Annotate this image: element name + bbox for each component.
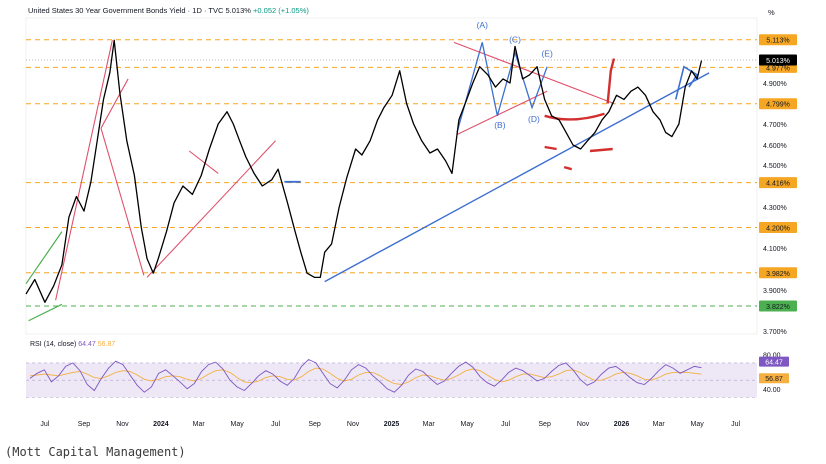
y-tick-label-4: 4.300% [763, 205, 787, 212]
red-dash-2 [563, 165, 573, 171]
level-label-box-2 [759, 98, 797, 110]
x-tick-label-18: Jul [731, 421, 740, 428]
last-price-label: 5.013% [766, 58, 790, 65]
y-tick-label-3: 4.500% [763, 163, 787, 170]
red-arrow-mark [606, 58, 616, 104]
wave-path [456, 42, 548, 133]
symbol-text: United States 30 Year Government Bonds Y… [28, 6, 224, 15]
last-value-text: 5.013% [225, 6, 251, 15]
last-price-box [759, 54, 797, 66]
level-label-box-5 [759, 267, 797, 279]
price-series-line [25, 39, 703, 303]
triangle-top-line [453, 41, 615, 105]
level-label-box-3 [759, 177, 797, 189]
change-text: +0.052 (+1.05%) [253, 6, 309, 15]
y-tick-label-6: 3.900% [763, 288, 787, 295]
rsi-tick-label-1: 40.00 [763, 387, 781, 394]
x-tick-label-1: Sep [78, 421, 91, 428]
x-tick-label-14: Nov [577, 421, 590, 428]
x-tick-label-5: May [230, 421, 244, 428]
x-tick-label-16: Mar [653, 421, 666, 428]
level-label-0: 5.113% [766, 38, 789, 45]
level-label-5: 3.982% [766, 271, 790, 278]
y-tick-label-1: 4.700% [763, 122, 787, 129]
level-label-1: 4.977% [766, 65, 790, 72]
red-trend-short [100, 78, 129, 129]
level-label-box-0 [759, 34, 797, 46]
percent-unit-label: % [768, 8, 775, 17]
x-tick-label-6: Jul [271, 421, 280, 428]
rsi-ma-tag: 56.87 [765, 376, 783, 383]
wave-label-4: (E) [541, 49, 553, 59]
red-trend-2024 [146, 140, 276, 278]
rsi-ma-value-text: 56.87 [97, 341, 116, 348]
x-tick-label-10: Mar [423, 421, 436, 428]
x-tick-label-2: Nov [116, 421, 129, 428]
rsi-header: RSI (14, close) 64.47 56.87 [30, 341, 115, 348]
wave-label-3: (D) [528, 114, 540, 124]
x-tick-label-12: Jul [501, 421, 510, 428]
source-caption: (Mott Capital Management) [5, 445, 186, 459]
wave-label-0: (A) [477, 20, 489, 30]
rsi-tick-label-0: 80.00 [763, 352, 781, 359]
chart-frame: 5.113% 4.977% 4.799% 4.416% 4.200% 3.982% 3.82… [25, 17, 797, 428]
wave-label-2: (C) [509, 34, 521, 44]
blue-trend-line [324, 72, 710, 283]
rsi-value-box [759, 356, 789, 367]
blue-flag [674, 65, 699, 100]
x-tick-label-13: Sep [538, 421, 551, 428]
rsi-line [29, 358, 702, 393]
rsi-ma-box [759, 373, 789, 384]
chart-header: United States 30 Year Government Bonds Y… [28, 6, 309, 15]
red-dash-3 [589, 147, 613, 153]
y-tick-label-7: 3.700% [763, 329, 787, 336]
rsi-value-tag: 64.47 [765, 360, 783, 367]
level-label-box-4 [759, 222, 797, 233]
level-label-3: 4.416% [766, 181, 790, 188]
wave-label-1: (B) [494, 120, 506, 130]
level-label-6: 3.822% [766, 304, 790, 311]
x-tick-label-17: May [691, 421, 705, 428]
red-trend-down [100, 128, 145, 276]
x-tick-label-0: Jul [40, 421, 49, 428]
green-channel-top [25, 231, 63, 285]
triangle-bottom-line [456, 90, 548, 135]
price-chart: 5.113% 4.977% 4.799% 4.416% 4.200% 3.982% 3.82… [25, 17, 797, 428]
green-channel-bottom [28, 303, 63, 322]
rsi-value-text: 64.47 [78, 341, 96, 348]
red-trend-up [55, 40, 113, 301]
rsi-label-text: RSI (14, close) [30, 341, 77, 348]
red-mini-line [188, 150, 219, 174]
x-tick-label-15: 2026 [614, 421, 630, 428]
x-tick-label-4: Mar [193, 421, 206, 428]
level-label-box-6 [759, 300, 797, 312]
x-tick-label-8: Nov [347, 421, 360, 428]
level-label-2: 4.799% [766, 102, 790, 109]
red-arc-mark [544, 112, 605, 121]
level-label-4: 4.200% [766, 226, 790, 233]
x-tick-label-3: 2024 [153, 421, 169, 428]
y-tick-label-0: 4.900% [763, 81, 787, 88]
red-dash-1 [544, 145, 557, 151]
x-tick-label-11: May [461, 421, 475, 428]
y-tick-label-5: 4.100% [763, 246, 787, 253]
plot-area [25, 17, 758, 335]
y-tick-label-2: 4.600% [763, 143, 787, 150]
x-tick-label-9: 2025 [384, 421, 400, 428]
x-tick-label-7: Sep [308, 421, 321, 428]
rsi-ma-line [29, 367, 702, 385]
